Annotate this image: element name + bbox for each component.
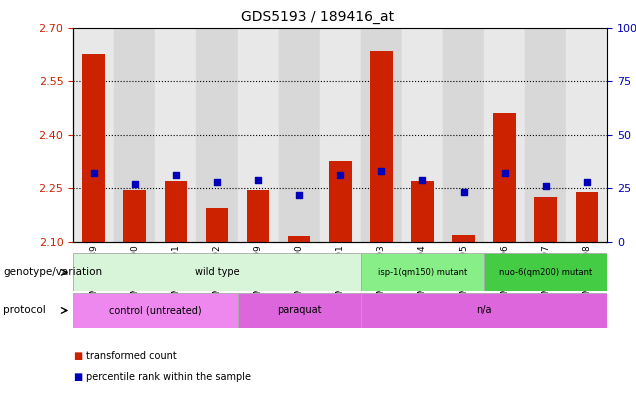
Point <box>335 172 345 178</box>
Bar <box>402 28 443 242</box>
Point <box>499 170 509 176</box>
Text: ■: ■ <box>73 372 83 382</box>
Bar <box>370 51 392 242</box>
Bar <box>73 253 361 291</box>
Text: paraquat: paraquat <box>277 305 321 316</box>
Bar <box>576 192 598 242</box>
Bar <box>443 28 484 242</box>
Point <box>171 172 181 178</box>
Bar <box>279 28 320 242</box>
Point <box>377 168 387 174</box>
Text: wild type: wild type <box>195 267 239 277</box>
Point <box>253 176 263 183</box>
Bar <box>361 293 607 328</box>
Text: isp-1(qm150) mutant: isp-1(qm150) mutant <box>378 268 467 277</box>
Bar <box>361 28 402 242</box>
Text: percentile rank within the sample: percentile rank within the sample <box>86 372 251 382</box>
Bar <box>114 28 155 242</box>
Text: protocol: protocol <box>3 305 46 316</box>
Bar <box>288 236 310 242</box>
Bar <box>165 181 187 242</box>
Point <box>541 183 551 189</box>
Text: control (untreated): control (untreated) <box>109 305 202 316</box>
Bar <box>411 181 434 242</box>
Bar <box>320 28 361 242</box>
Bar <box>123 190 146 242</box>
Bar <box>525 28 566 242</box>
Point <box>459 189 469 196</box>
Bar <box>566 28 607 242</box>
Text: transformed count: transformed count <box>86 351 177 361</box>
Bar <box>452 235 475 242</box>
Point <box>130 181 140 187</box>
Bar <box>484 253 607 291</box>
Text: ■: ■ <box>73 351 83 361</box>
Bar <box>205 208 228 242</box>
Bar <box>83 54 105 242</box>
Bar <box>155 28 197 242</box>
Text: n/a: n/a <box>476 305 492 316</box>
Bar <box>237 293 361 328</box>
Point <box>88 170 99 176</box>
Text: nuo-6(qm200) mutant: nuo-6(qm200) mutant <box>499 268 592 277</box>
Bar <box>197 28 237 242</box>
Bar <box>247 190 270 242</box>
Bar <box>73 28 114 242</box>
Bar <box>361 253 484 291</box>
Point <box>294 191 304 198</box>
Bar <box>494 113 516 242</box>
Text: genotype/variation: genotype/variation <box>3 267 102 277</box>
Bar <box>73 293 237 328</box>
Text: GDS5193 / 189416_at: GDS5193 / 189416_at <box>242 10 394 24</box>
Point <box>417 176 427 183</box>
Bar <box>484 28 525 242</box>
Bar <box>237 28 279 242</box>
Bar <box>534 197 557 242</box>
Bar <box>329 162 352 242</box>
Point <box>212 178 222 185</box>
Point <box>582 178 592 185</box>
